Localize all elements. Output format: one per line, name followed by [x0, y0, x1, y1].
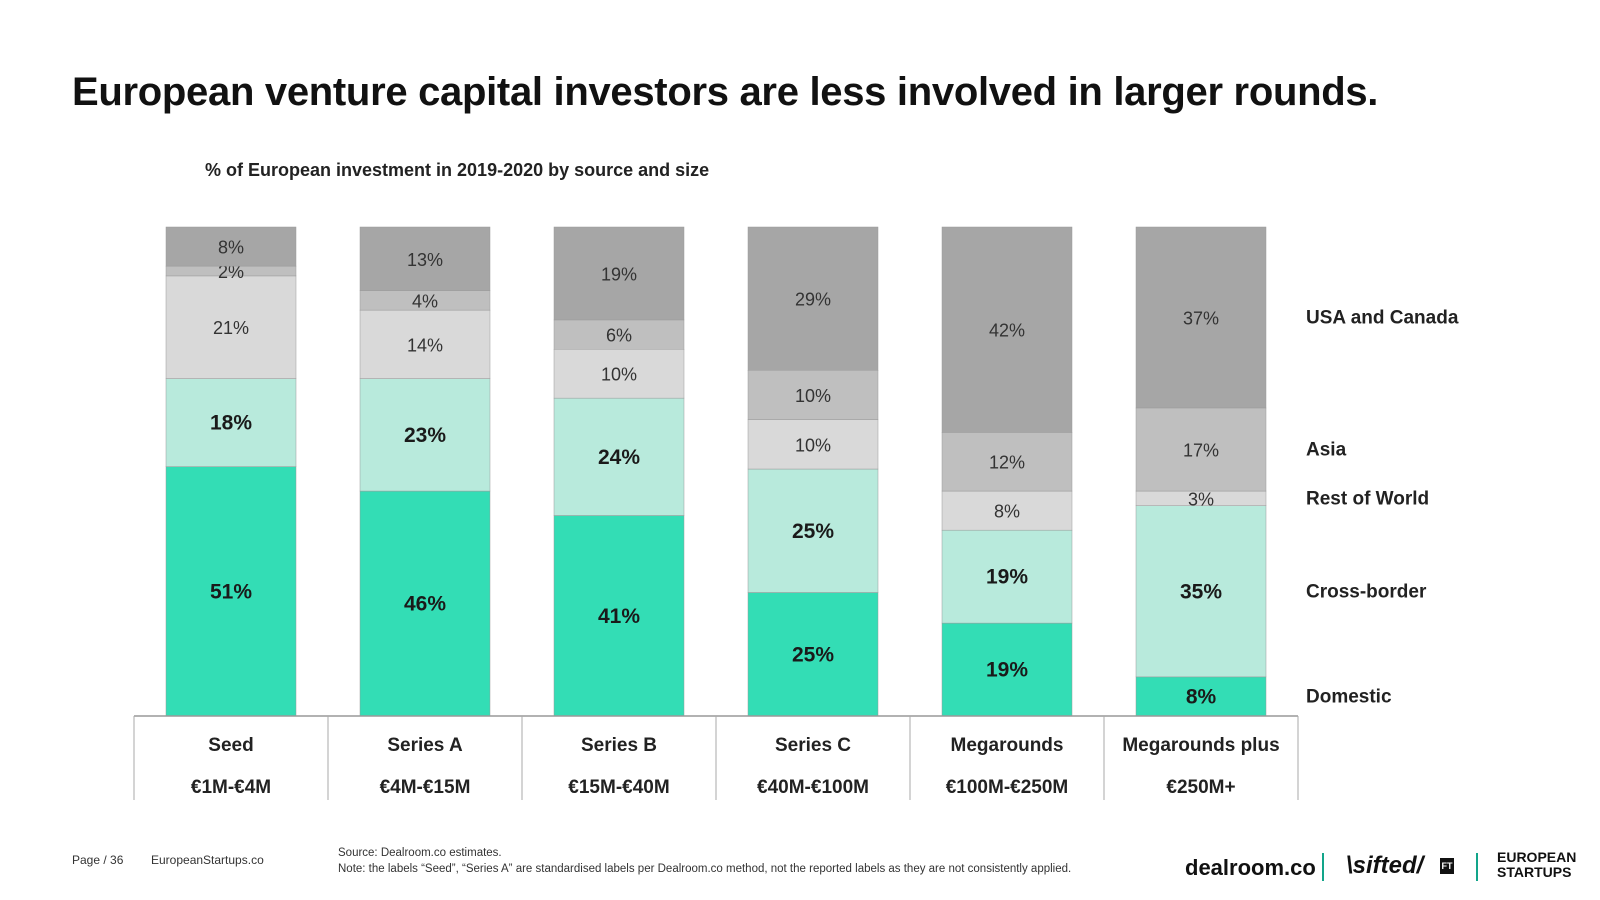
- data-label: 12%: [989, 453, 1025, 473]
- bar-segment: [553, 319, 685, 350]
- page-number: Page / 36: [72, 853, 124, 867]
- sifted-logo: \sifted/: [1346, 852, 1424, 879]
- source-note: Source: Dealroom.co estimates. Note: the…: [338, 845, 1071, 877]
- logo-separator: [1476, 853, 1478, 881]
- data-label: 8%: [218, 238, 244, 258]
- data-label: 25%: [792, 520, 834, 543]
- bar-segment: [747, 226, 879, 371]
- data-label: 3%: [1188, 489, 1214, 509]
- bar-segment: [165, 378, 297, 467]
- data-label: 18%: [210, 412, 252, 435]
- category-label: Seed: [208, 735, 253, 756]
- bar-segment: [1135, 226, 1267, 409]
- data-label: 2%: [218, 262, 244, 282]
- bar-segment: [553, 349, 685, 399]
- bar-segment: [1135, 505, 1267, 678]
- chart-subtitle: % of European investment in 2019-2020 by…: [205, 160, 710, 180]
- category-range-label: €15M-€40M: [568, 777, 669, 798]
- legend-label: USA and Canada: [1306, 307, 1459, 328]
- data-label: 42%: [989, 321, 1025, 341]
- legend-label: Rest of World: [1306, 488, 1429, 509]
- bar-segment: [359, 226, 491, 291]
- bar-segment: [1135, 407, 1267, 492]
- note-text: Note: the labels “Seed”, “Series A” are …: [338, 863, 1072, 875]
- bar-segment: [941, 529, 1073, 624]
- data-label: 21%: [213, 318, 249, 338]
- data-label: 13%: [407, 250, 443, 270]
- data-label: 17%: [1183, 440, 1219, 460]
- category-label: Series C: [775, 735, 851, 756]
- bar-segment: [747, 369, 879, 420]
- data-label: 19%: [986, 659, 1028, 682]
- category-label: Series B: [581, 735, 657, 756]
- data-label: 10%: [601, 365, 637, 385]
- category-range-label: €250M+: [1166, 777, 1235, 798]
- bar-segment: [941, 226, 1073, 433]
- category-range-label: €1M-€4M: [191, 777, 271, 798]
- bar-segment: [747, 592, 879, 717]
- legend-label: Cross-border: [1306, 581, 1427, 602]
- bar-segment: [553, 397, 685, 516]
- data-label: 35%: [1180, 580, 1222, 603]
- data-label: 25%: [792, 643, 834, 666]
- bar-segment: [747, 468, 879, 593]
- category-range-label: €40M-€100M: [757, 777, 869, 798]
- legend-label: Asia: [1306, 439, 1347, 460]
- bar-segment: [553, 515, 685, 717]
- category-range-label: €100M-€250M: [946, 777, 1069, 798]
- data-label: 19%: [986, 566, 1028, 589]
- data-label: 6%: [606, 326, 632, 346]
- page-title: European venture capital investors are l…: [72, 70, 1379, 114]
- bar-segment: [359, 490, 491, 717]
- data-label: 10%: [795, 386, 831, 406]
- european-startups-logo: EUROPEAN STARTUPS: [1497, 850, 1576, 880]
- data-label: 37%: [1183, 308, 1219, 328]
- data-label: 29%: [795, 290, 831, 310]
- bar-segment: [941, 622, 1073, 717]
- source-text: Source: Dealroom.co estimates.: [338, 847, 502, 859]
- data-label: 10%: [795, 435, 831, 455]
- data-label: 23%: [404, 424, 446, 447]
- bar-segment: [941, 490, 1073, 531]
- logo-es-line2: STARTUPS: [1497, 864, 1572, 880]
- data-label: 46%: [404, 593, 446, 616]
- bar-segment: [941, 432, 1073, 492]
- logo-es-line1: EUROPEAN: [1497, 849, 1577, 865]
- ft-logo: FT: [1440, 858, 1454, 874]
- data-label: 41%: [598, 605, 640, 628]
- bar-segment: [165, 226, 297, 267]
- bar-segment: [165, 466, 297, 717]
- category-label: Megarounds: [951, 735, 1064, 756]
- data-label: 14%: [407, 335, 443, 355]
- data-label: 8%: [994, 502, 1020, 522]
- bar-segment: [165, 275, 297, 379]
- data-label: 4%: [412, 291, 438, 311]
- data-label: 51%: [210, 580, 252, 603]
- category-label: Series A: [387, 735, 463, 756]
- dealroom-logo: dealroom.co: [1185, 855, 1316, 880]
- data-label: 24%: [598, 446, 640, 469]
- footer-site-link[interactable]: EuropeanStartups.co: [151, 853, 264, 867]
- bar-segment: [1135, 676, 1267, 717]
- legend-label: Domestic: [1306, 686, 1392, 707]
- bar-segment: [553, 226, 685, 321]
- bar-segment: [747, 419, 879, 470]
- data-label: 19%: [601, 264, 637, 284]
- logo-separator: [1322, 853, 1324, 881]
- category-range-label: €4M-€15M: [380, 777, 471, 798]
- category-label: Megarounds plus: [1122, 735, 1279, 756]
- bar-segment: [359, 378, 491, 492]
- data-label: 8%: [1186, 685, 1217, 708]
